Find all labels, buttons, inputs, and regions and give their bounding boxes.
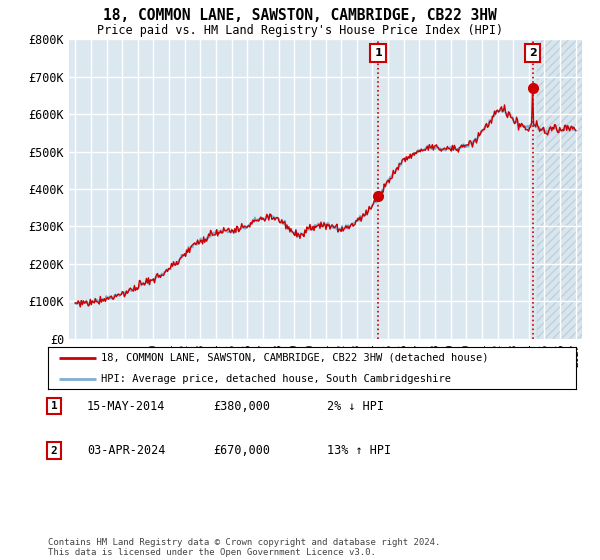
Text: 2: 2 (50, 446, 58, 456)
Text: 1: 1 (374, 48, 382, 58)
Text: HPI: Average price, detached house, South Cambridgeshire: HPI: Average price, detached house, Sout… (101, 374, 451, 384)
Text: 18, COMMON LANE, SAWSTON, CAMBRIDGE, CB22 3HW (detached house): 18, COMMON LANE, SAWSTON, CAMBRIDGE, CB2… (101, 353, 488, 363)
Text: 15-MAY-2014: 15-MAY-2014 (87, 399, 166, 413)
Text: 13% ↑ HPI: 13% ↑ HPI (327, 444, 391, 458)
Text: 2% ↓ HPI: 2% ↓ HPI (327, 399, 384, 413)
Text: 1: 1 (50, 401, 58, 411)
Text: Contains HM Land Registry data © Crown copyright and database right 2024.
This d: Contains HM Land Registry data © Crown c… (48, 538, 440, 557)
Text: £670,000: £670,000 (213, 444, 270, 458)
Text: 2: 2 (529, 48, 536, 58)
Text: 03-APR-2024: 03-APR-2024 (87, 444, 166, 458)
Text: Price paid vs. HM Land Registry's House Price Index (HPI): Price paid vs. HM Land Registry's House … (97, 24, 503, 37)
Text: 18, COMMON LANE, SAWSTON, CAMBRIDGE, CB22 3HW: 18, COMMON LANE, SAWSTON, CAMBRIDGE, CB2… (103, 8, 497, 24)
Text: £380,000: £380,000 (213, 399, 270, 413)
Bar (536, 39, 582, 339)
